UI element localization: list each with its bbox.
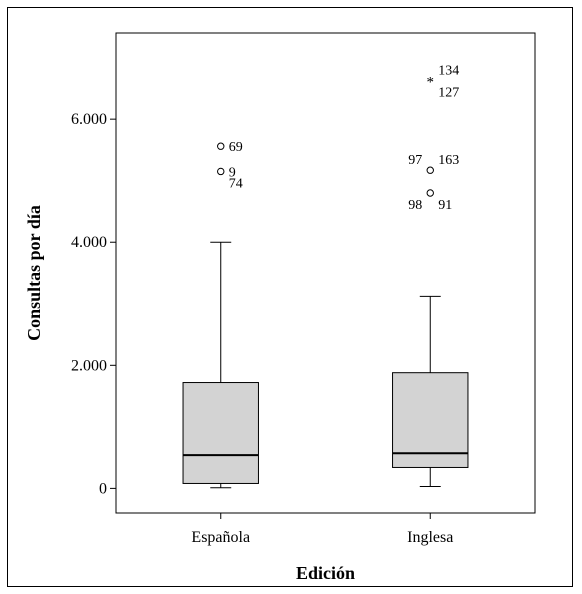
outlier-label: 74 — [229, 176, 243, 191]
outlier-point — [217, 142, 225, 150]
y-axis: 0 2.000 4.000 6.000 — [71, 111, 116, 497]
y-axis-title: Consultas por día — [24, 205, 44, 341]
x-axis-title: Edición — [296, 563, 355, 583]
y-tick-label: 0 — [99, 480, 107, 497]
outlier-point — [426, 189, 434, 197]
x-tick-label: Inglesa — [407, 529, 453, 546]
plot-area — [115, 32, 536, 514]
outlier-label: 97 — [408, 153, 422, 168]
outlier-label: 9 — [229, 165, 236, 180]
boxes-layer: 69 974 *134 127 97 163 98 91 — [182, 63, 469, 489]
box-1: *134 127 97 163 98 91 — [392, 63, 469, 488]
box-iqr — [182, 382, 259, 484]
outlier-label: 98 — [408, 198, 422, 213]
outlier-label: 69 — [229, 140, 243, 155]
x-axis: Española Inglesa — [191, 513, 453, 546]
box-0: 69 974 — [182, 140, 259, 489]
outlier-label: 91 — [438, 198, 452, 213]
y-tick-label: 4.000 — [71, 234, 107, 251]
x-tick-label: Española — [191, 529, 250, 546]
y-tick-label: 2.000 — [71, 357, 107, 374]
box-iqr — [392, 372, 469, 468]
outlier-label: 134 — [438, 63, 459, 78]
y-tick-label: 6.000 — [71, 111, 107, 128]
chart-frame — [7, 7, 573, 587]
outlier-point — [426, 166, 434, 174]
outlier-label: 127 — [438, 85, 459, 100]
outlier-label: 163 — [438, 153, 459, 168]
outlier-point — [217, 167, 225, 176]
extreme-point: * — [427, 74, 435, 90]
